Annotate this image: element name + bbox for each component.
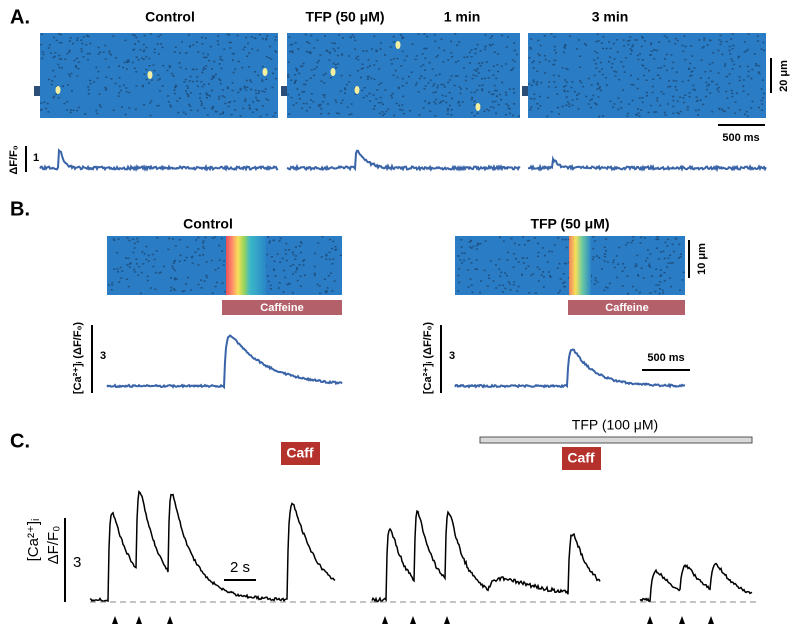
spark bbox=[55, 86, 61, 94]
speckle bbox=[528, 33, 766, 118]
scale-label: 20 μm bbox=[778, 60, 790, 92]
arrowhead bbox=[136, 616, 142, 624]
arrowhead bbox=[647, 616, 653, 624]
caff-label: Caff bbox=[286, 445, 314, 461]
y-label: [Ca²⁺]ᵢ (ΔF/F₀) bbox=[72, 322, 84, 394]
scale-label: 500 ms bbox=[647, 352, 684, 364]
caff-box bbox=[562, 447, 601, 470]
scale-label: 2 s bbox=[230, 559, 250, 576]
scale-label: 500 ms bbox=[722, 132, 759, 144]
caff-label: Caff bbox=[567, 450, 595, 466]
condition-title: 1 min bbox=[444, 9, 481, 25]
line-scan-images bbox=[34, 33, 766, 295]
spark bbox=[147, 71, 153, 79]
stimulus-markers bbox=[112, 616, 714, 624]
spark bbox=[395, 41, 401, 49]
arrowhead bbox=[167, 616, 173, 624]
arrowhead bbox=[708, 616, 714, 624]
marker bbox=[522, 86, 528, 96]
arrowhead bbox=[382, 616, 388, 624]
condition-title: Control bbox=[183, 216, 233, 232]
drug-label: Caffeine bbox=[605, 302, 648, 314]
condition-title: TFP (50 μM) bbox=[305, 9, 384, 25]
drug-bar bbox=[222, 300, 342, 315]
wave bbox=[569, 236, 591, 295]
traces bbox=[39, 148, 767, 604]
y-label: ΔF/F₀ bbox=[8, 145, 20, 174]
marker bbox=[281, 86, 287, 96]
panel-label: A. bbox=[10, 6, 30, 28]
spark bbox=[475, 103, 481, 111]
arrowhead bbox=[410, 616, 416, 624]
condition-title: TFP (50 μM) bbox=[530, 216, 609, 232]
wave bbox=[226, 236, 266, 295]
spark bbox=[330, 68, 336, 76]
trace bbox=[371, 510, 601, 604]
scale-label: 10 μm bbox=[696, 243, 708, 275]
scale-label: 3 bbox=[73, 554, 81, 571]
line-scan bbox=[287, 33, 520, 118]
spark bbox=[354, 86, 360, 94]
drug-label: TFP (100 μM) bbox=[572, 417, 658, 433]
trace bbox=[39, 148, 279, 173]
drug-label: Caffeine bbox=[260, 302, 303, 314]
marker bbox=[34, 86, 40, 96]
speckle bbox=[287, 33, 520, 117]
trace bbox=[454, 348, 686, 389]
arrowhead bbox=[444, 616, 450, 624]
scale-label: 1 bbox=[33, 152, 39, 164]
arrowhead bbox=[679, 616, 685, 624]
drug-bar bbox=[568, 300, 685, 315]
trace bbox=[89, 490, 336, 603]
scale-label: 3 bbox=[449, 350, 455, 362]
arrowhead bbox=[112, 616, 118, 624]
trace bbox=[527, 155, 767, 173]
y-label: [Ca²⁺]ᵢ (ΔF/F₀) bbox=[422, 322, 434, 394]
caff-box bbox=[281, 442, 320, 465]
condition-title: 3 min bbox=[592, 9, 629, 25]
trace bbox=[286, 149, 521, 172]
y-label: ΔF/F₀ bbox=[45, 526, 62, 565]
speckle bbox=[40, 33, 278, 118]
trace bbox=[639, 562, 753, 603]
trace bbox=[106, 334, 343, 390]
drug-bar bbox=[479, 436, 753, 444]
panel-label: C. bbox=[10, 430, 30, 452]
line-scan bbox=[528, 33, 766, 118]
spark bbox=[262, 68, 268, 76]
condition-title: Control bbox=[145, 9, 195, 25]
y-label: [Ca²⁺]ᵢ bbox=[25, 519, 42, 562]
panel-label: B. bbox=[10, 198, 30, 220]
scale-label: 3 bbox=[100, 350, 106, 362]
